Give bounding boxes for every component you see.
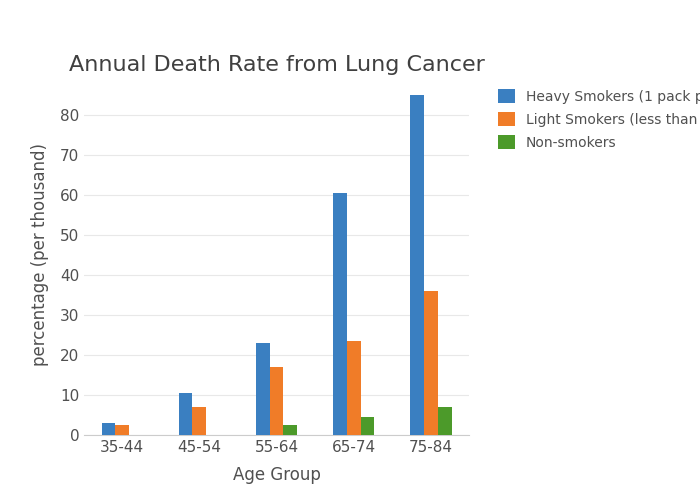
Bar xyxy=(284,425,298,435)
Bar xyxy=(346,341,360,435)
Bar xyxy=(438,407,452,435)
Bar xyxy=(270,367,284,435)
Bar xyxy=(256,343,270,435)
Bar xyxy=(360,417,374,435)
Bar xyxy=(332,193,346,435)
Y-axis label: percentage (per thousand): percentage (per thousand) xyxy=(31,144,49,366)
Title: Annual Death Rate from Lung Cancer: Annual Death Rate from Lung Cancer xyxy=(69,55,484,75)
Bar xyxy=(193,407,206,435)
Bar xyxy=(424,291,438,435)
Bar xyxy=(116,425,130,435)
X-axis label: Age Group: Age Group xyxy=(232,466,321,484)
Bar xyxy=(102,423,116,435)
Legend: Heavy Smokers (1 pack per day), Light Smokers (less than 1 pack a day), Non-smok: Heavy Smokers (1 pack per day), Light Sm… xyxy=(491,82,700,157)
Bar xyxy=(410,95,424,435)
Bar xyxy=(178,393,192,435)
